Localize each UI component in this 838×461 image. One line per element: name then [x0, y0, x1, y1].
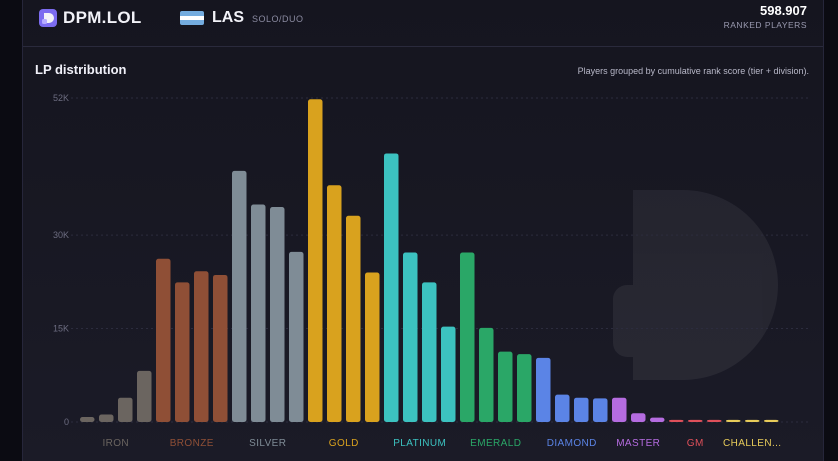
bar-silver-1[interactable] [232, 170, 247, 422]
bar-challen-2[interactable] [745, 419, 760, 422]
watermark-logo [613, 190, 778, 380]
bar-silver-2[interactable] [251, 204, 266, 422]
bar-iron-3[interactable] [118, 397, 133, 422]
region-selector[interactable]: LAS SOLO/DUO [180, 9, 304, 27]
bar-platinum-1[interactable] [384, 153, 399, 422]
bar-master-3[interactable] [650, 417, 665, 422]
bar-challen-3[interactable] [764, 419, 779, 422]
lp-distribution-chart: 0 15K 30K 52K IRON BRONZE SILVER GOLD PLATINUM E… [53, 93, 808, 449]
tier-label: SILVER [249, 438, 286, 449]
lp-distribution-panel: DPM.LOL LAS SOLO/DUO 598.907 RANKED PLAY… [22, 0, 824, 461]
brand-logo[interactable]: DPM.LOL [39, 8, 142, 28]
bar-diamond-4[interactable] [593, 398, 608, 422]
y-tick-label: 30K [53, 230, 69, 240]
chart-title: LP distribution [35, 62, 127, 77]
argentina-flag-icon [180, 11, 204, 25]
bar-bronze-3[interactable] [194, 271, 209, 422]
bar-iron-1[interactable] [80, 417, 95, 422]
players-summary: 598.907 RANKED PLAYERS [724, 3, 807, 30]
bar-emerald-3[interactable] [498, 351, 513, 422]
bar-diamond-2[interactable] [555, 394, 570, 422]
bar-gold-4[interactable] [365, 272, 380, 422]
bar-master-2[interactable] [631, 413, 646, 422]
bar-iron-4[interactable] [137, 370, 152, 422]
bar-bronze-4[interactable] [213, 274, 228, 422]
tier-label: GOLD [329, 438, 359, 449]
region-code: LAS [212, 9, 244, 26]
bar-master-1[interactable] [612, 397, 627, 422]
bar-gold-1[interactable] [308, 99, 323, 422]
bar-bronze-2[interactable] [175, 282, 190, 422]
bar-diamond-3[interactable] [574, 397, 589, 422]
tier-label: EMERALD [470, 438, 521, 449]
bar-gm-3[interactable] [707, 419, 722, 422]
bar-gm-1[interactable] [669, 419, 684, 422]
tier-label: GM [687, 438, 704, 449]
bar-emerald-4[interactable] [517, 354, 532, 422]
bar-iron-2[interactable] [99, 414, 114, 422]
tier-label: MASTER [616, 438, 660, 449]
dpm-logo-icon [39, 9, 57, 27]
bar-platinum-4[interactable] [441, 326, 456, 422]
tier-label: CHALLEN... [723, 438, 781, 449]
bar-platinum-2[interactable] [403, 252, 418, 422]
tier-label: PLATINUM [393, 438, 446, 449]
bar-gold-2[interactable] [327, 185, 342, 422]
tier-label: BRONZE [170, 438, 214, 449]
players-label: RANKED PLAYERS [723, 20, 807, 30]
bar-gold-3[interactable] [346, 215, 361, 422]
y-tick-label: 15K [53, 324, 69, 334]
brand-name: DPM.LOL [63, 8, 142, 27]
tier-label: DIAMOND [547, 438, 597, 449]
queue-label: SOLO/DUO [252, 14, 304, 24]
bar-emerald-2[interactable] [479, 327, 494, 422]
y-tick-label: 0 [64, 417, 69, 427]
bar-emerald-1[interactable] [460, 252, 475, 422]
bar-challen-1[interactable] [726, 419, 741, 422]
bar-platinum-3[interactable] [422, 282, 437, 422]
y-tick-label: 52K [53, 93, 69, 103]
bar-diamond-1[interactable] [536, 357, 551, 422]
bar-silver-4[interactable] [289, 251, 304, 422]
players-count: 598.907 [760, 3, 807, 18]
bar-gm-2[interactable] [688, 419, 703, 422]
chart-subtitle: Players grouped by cumulative rank score… [577, 66, 809, 76]
header-bar: DPM.LOL LAS SOLO/DUO 598.907 RANKED PLAY… [23, 0, 823, 47]
bar-bronze-1[interactable] [156, 258, 171, 422]
bar-silver-3[interactable] [270, 207, 285, 422]
tier-label: IRON [102, 438, 129, 449]
